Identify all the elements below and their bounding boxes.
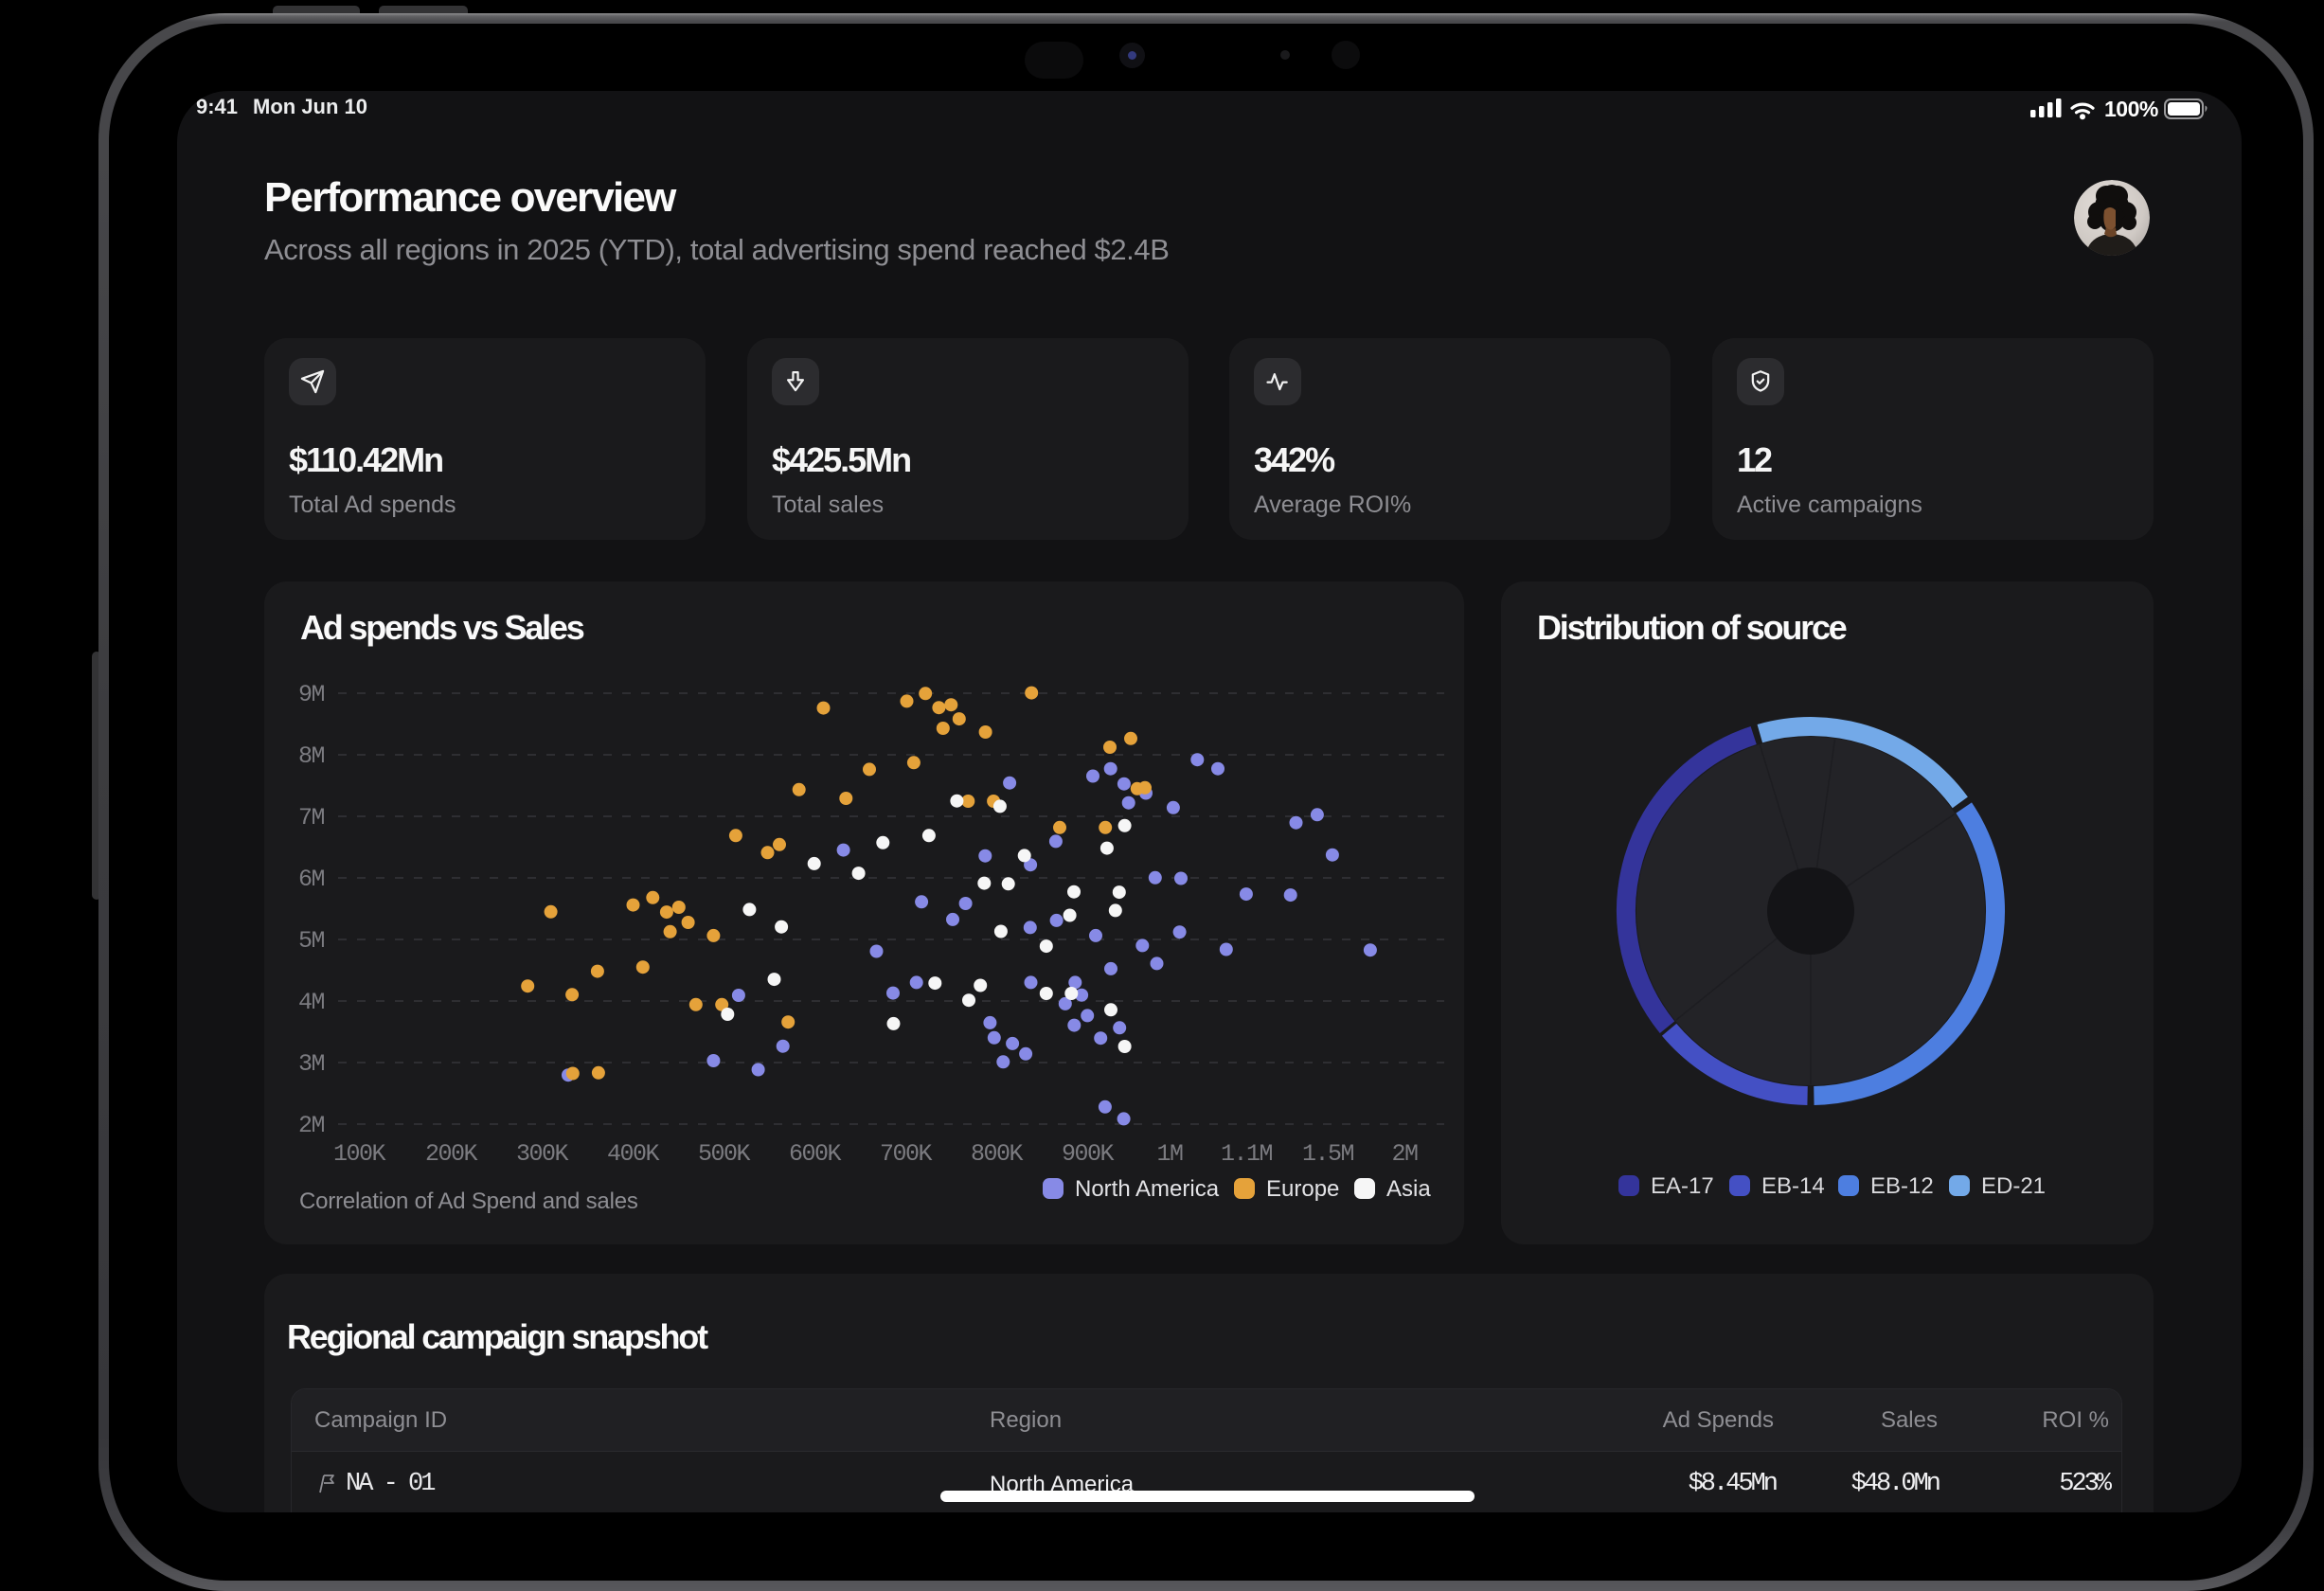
svg-text:7M: 7M [298,804,325,831]
svg-text:2M: 2M [298,1112,325,1139]
svg-text:100K: 100K [333,1140,386,1168]
svg-text:700K: 700K [880,1140,933,1168]
svg-text:200K: 200K [425,1140,478,1168]
svg-text:100%: 100% [2104,97,2158,121]
svg-text:3M: 3M [298,1050,325,1078]
svg-text:500K: 500K [698,1140,751,1168]
svg-text:800K: 800K [971,1140,1024,1168]
svg-text:1.5M: 1.5M [1302,1140,1354,1168]
svg-text:1M: 1M [1156,1140,1183,1168]
svg-text:6M: 6M [298,866,325,893]
svg-text:2M: 2M [1391,1140,1418,1168]
svg-text:4M: 4M [298,989,325,1016]
svg-text:9M: 9M [298,681,325,708]
svg-text:600K: 600K [789,1140,842,1168]
svg-text:5M: 5M [298,927,325,955]
svg-text:400K: 400K [607,1140,660,1168]
svg-text:1.1M: 1.1M [1221,1140,1273,1168]
svg-text:8M: 8M [298,742,325,770]
svg-text:900K: 900K [1062,1140,1115,1168]
svg-text:300K: 300K [516,1140,569,1168]
